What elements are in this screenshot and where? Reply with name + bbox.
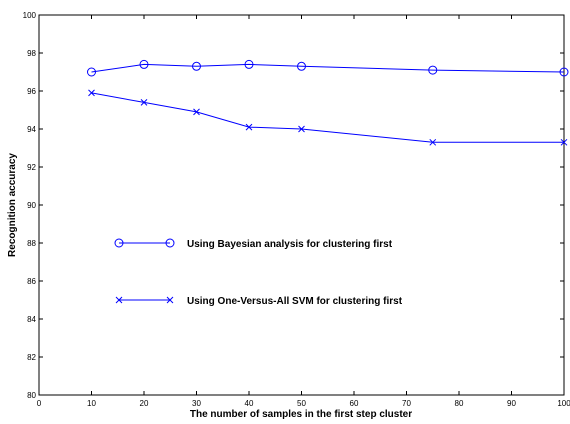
series-1-point-6 bbox=[560, 138, 568, 146]
series-1-point-3 bbox=[245, 123, 253, 131]
legend-label-1: Using One-Versus-All SVM for clustering … bbox=[187, 296, 403, 307]
y-tick-label-1: 82 bbox=[27, 353, 36, 362]
legend-marker-1-start bbox=[115, 296, 123, 304]
x-tick-label-4: 40 bbox=[245, 399, 254, 408]
series-0-line bbox=[91, 63, 565, 73]
axis-ticks: 0 10 20 30 40 50 60 70 80 90 100 80 82 84 86 88 90 92 94 96… bbox=[23, 11, 570, 408]
series-1-point-0 bbox=[88, 89, 95, 97]
x-tick-label-5: 50 bbox=[297, 399, 306, 408]
series-1-point-1 bbox=[140, 99, 148, 106]
y-tick-label-9: 98 bbox=[27, 49, 36, 58]
y-tick-label-7: 94 bbox=[27, 125, 36, 134]
series-1-point-1-b bbox=[140, 99, 148, 106]
series-0-point-5 bbox=[428, 65, 438, 75]
x-tick-label-7: 70 bbox=[402, 399, 411, 408]
legend-marker-1-end-b bbox=[166, 296, 174, 304]
x-tick-label-2: 20 bbox=[140, 399, 149, 408]
y-tick-label-4: 88 bbox=[27, 239, 36, 248]
series-1-line bbox=[91, 92, 564, 143]
series-1-point-0-b bbox=[88, 89, 95, 97]
series-0-point-6 bbox=[559, 67, 569, 77]
series-1-point-5 bbox=[429, 138, 437, 146]
x-tick-label-9: 90 bbox=[507, 399, 516, 408]
y-tick-label-6: 92 bbox=[27, 163, 36, 172]
y-tick-label-10: 100 bbox=[23, 11, 37, 20]
series-0-point-0 bbox=[87, 67, 96, 77]
x-tick-label-10: 100 bbox=[557, 399, 570, 408]
x-tick-label-3: 30 bbox=[192, 399, 201, 408]
series-1-point-3-b bbox=[245, 123, 253, 131]
x-axis-label: The number of samples in the first step … bbox=[190, 409, 412, 420]
legend: Using Bayesian analysis for clustering f… bbox=[114, 238, 403, 307]
series-group bbox=[87, 59, 569, 146]
series-0-point-4 bbox=[297, 61, 306, 71]
series-1-point-5-b bbox=[429, 138, 437, 146]
series-0-point-3 bbox=[244, 59, 254, 69]
y-tick-label-5: 90 bbox=[27, 201, 36, 210]
y-tick-label-3: 86 bbox=[27, 277, 36, 286]
series-1-point-6-b bbox=[560, 138, 568, 146]
y-tick-label-2: 84 bbox=[27, 315, 36, 324]
legend-marker-0-start bbox=[114, 238, 124, 248]
series-1-point-2-b bbox=[193, 108, 200, 116]
y-tick-label-0: 80 bbox=[27, 391, 36, 400]
legend-marker-1-start-b bbox=[115, 296, 123, 304]
legend-marker-0-end bbox=[165, 238, 175, 248]
y-tick-label-8: 96 bbox=[27, 87, 36, 96]
x-tick-label-0: 0 bbox=[37, 399, 42, 408]
series-1-point-2 bbox=[193, 108, 200, 116]
x-tick-label-1: 10 bbox=[87, 399, 96, 408]
series-1-point-4-b bbox=[298, 125, 305, 133]
series-0-point-1 bbox=[139, 59, 149, 69]
x-tick-label-8: 80 bbox=[455, 399, 464, 408]
y-axis-label: Recognition accuracy bbox=[7, 153, 18, 257]
series-0-point-2 bbox=[192, 61, 201, 71]
plot-frame bbox=[38, 14, 565, 396]
x-tick-label-6: 60 bbox=[350, 399, 359, 408]
legend-label-0: Using Bayesian analysis for clustering f… bbox=[187, 239, 393, 250]
legend-marker-1-end bbox=[166, 296, 174, 304]
series-1-point-4 bbox=[298, 125, 305, 133]
